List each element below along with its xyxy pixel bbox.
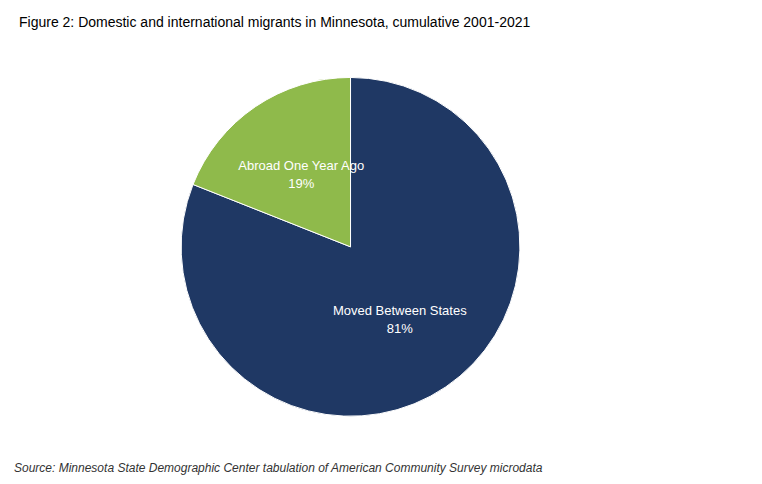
svg-text:Source: Minnesota State Demogr: Source: Minnesota State Demographic Cent… — [14, 461, 543, 475]
svg-text:Moved Between States: Moved Between States — [333, 303, 467, 318]
svg-text:81%: 81% — [387, 321, 413, 336]
svg-text:19%: 19% — [288, 176, 314, 191]
svg-text:Abroad One Year Ago: Abroad One Year Ago — [238, 158, 364, 173]
svg-text:Figure 2: Domestic and interna: Figure 2: Domestic and international mig… — [19, 14, 530, 30]
